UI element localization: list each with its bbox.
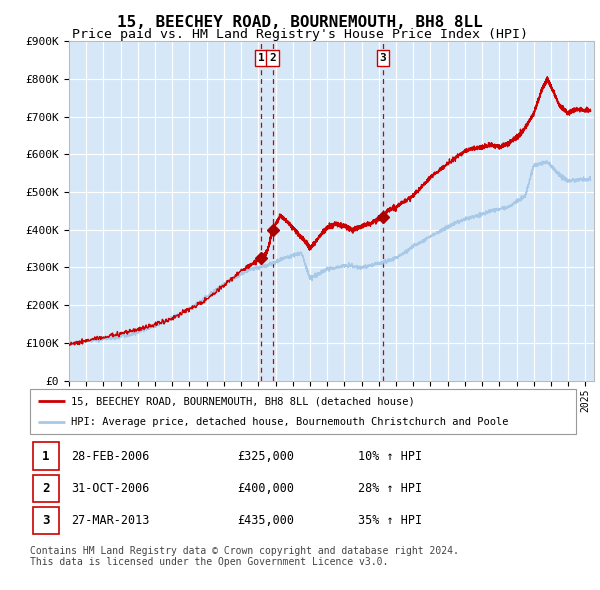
FancyBboxPatch shape [33,474,59,502]
Text: 2: 2 [269,53,276,63]
Text: 15, BEECHEY ROAD, BOURNEMOUTH, BH8 8LL: 15, BEECHEY ROAD, BOURNEMOUTH, BH8 8LL [117,15,483,30]
Text: 3: 3 [380,53,386,63]
Text: £435,000: £435,000 [238,514,295,527]
Text: HPI: Average price, detached house, Bournemouth Christchurch and Poole: HPI: Average price, detached house, Bour… [71,417,508,427]
Text: 10% ↑ HPI: 10% ↑ HPI [358,450,422,463]
FancyBboxPatch shape [30,389,576,434]
FancyBboxPatch shape [33,442,59,470]
Text: £325,000: £325,000 [238,450,295,463]
Text: 3: 3 [42,514,50,527]
Text: £400,000: £400,000 [238,481,295,495]
FancyBboxPatch shape [33,507,59,534]
Text: 35% ↑ HPI: 35% ↑ HPI [358,514,422,527]
Text: 2: 2 [42,481,50,495]
Text: 28% ↑ HPI: 28% ↑ HPI [358,481,422,495]
Text: 28-FEB-2006: 28-FEB-2006 [71,450,149,463]
Text: Contains HM Land Registry data © Crown copyright and database right 2024.
This d: Contains HM Land Registry data © Crown c… [30,546,459,568]
Text: 27-MAR-2013: 27-MAR-2013 [71,514,149,527]
Text: 1: 1 [258,53,265,63]
Text: 31-OCT-2006: 31-OCT-2006 [71,481,149,495]
Text: 15, BEECHEY ROAD, BOURNEMOUTH, BH8 8LL (detached house): 15, BEECHEY ROAD, BOURNEMOUTH, BH8 8LL (… [71,396,415,407]
Text: 1: 1 [42,450,50,463]
Text: Price paid vs. HM Land Registry's House Price Index (HPI): Price paid vs. HM Land Registry's House … [72,28,528,41]
